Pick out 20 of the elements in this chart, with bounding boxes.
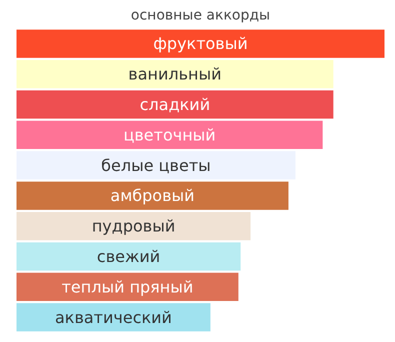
bar [16, 90, 334, 119]
y-tick-label: цветочный [123, 125, 216, 144]
y-tick-label: ванильный [128, 64, 222, 84]
y-tick-label: амбровый [110, 186, 195, 206]
bar [16, 242, 241, 271]
bar [16, 303, 210, 332]
y-tick-label: свежий [96, 247, 160, 266]
y-tick-label: сладкий [140, 95, 210, 114]
y-tick-label: теплый пряный [62, 277, 194, 296]
y-tick-label: пудровый [92, 216, 176, 236]
y-tick-label: акватический [54, 308, 172, 327]
bar [16, 120, 323, 150]
bar [16, 182, 288, 210]
y-tick-label: фруктовый [153, 34, 248, 54]
y-tick-label: белые цветы [101, 156, 211, 175]
bar [16, 30, 384, 58]
bar [16, 212, 251, 240]
chart-title: основные аккорды [130, 8, 270, 24]
bar [16, 60, 334, 88]
bar [16, 272, 238, 302]
